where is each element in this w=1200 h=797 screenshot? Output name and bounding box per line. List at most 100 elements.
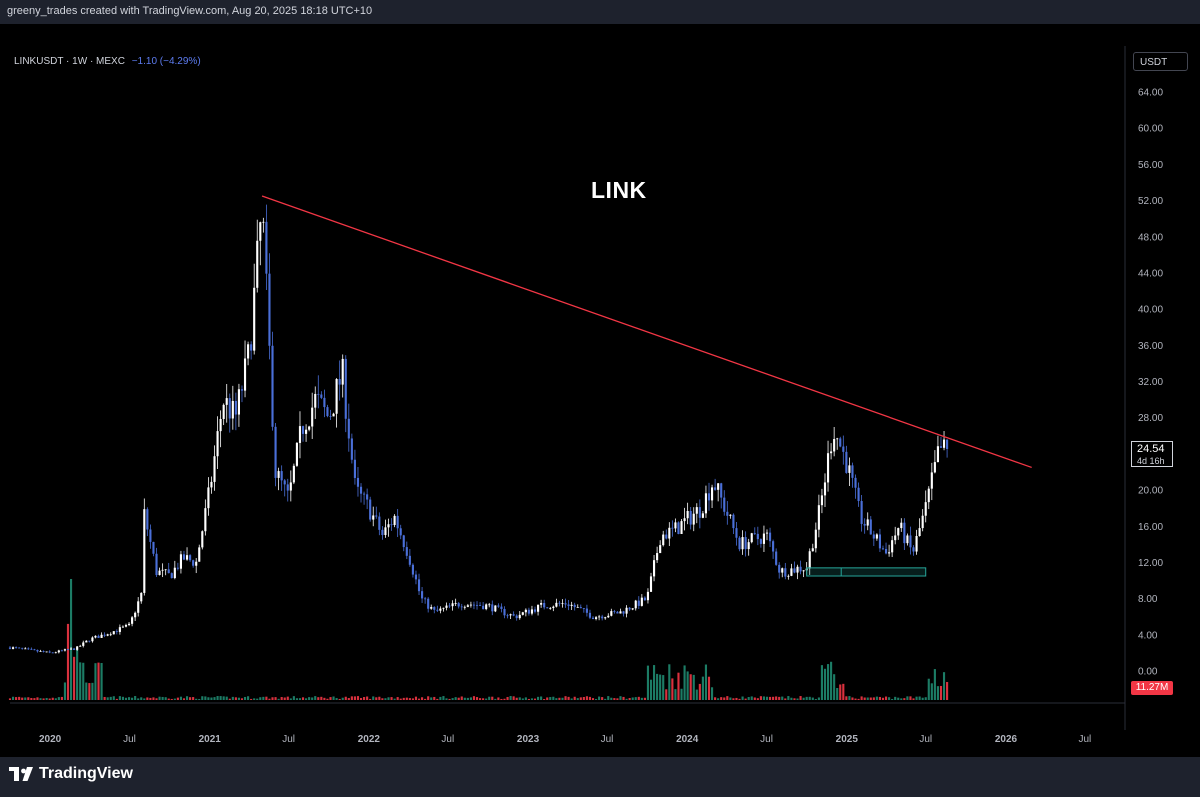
candle-body bbox=[524, 609, 527, 613]
candle-body bbox=[714, 487, 717, 490]
y-tick-label: 32.00 bbox=[1138, 377, 1163, 388]
candle-body bbox=[512, 614, 515, 616]
candle-body bbox=[115, 631, 118, 632]
candle-body bbox=[747, 542, 750, 550]
volume-bar bbox=[869, 697, 872, 700]
candle-body bbox=[433, 607, 436, 610]
top-bar: greeny_trades created with TradingView.c… bbox=[0, 0, 1200, 24]
volume-bar bbox=[631, 697, 634, 700]
candle-body bbox=[851, 465, 854, 478]
candle-body bbox=[176, 567, 179, 569]
tradingview-logo[interactable]: TradingView bbox=[9, 765, 133, 783]
candle-body bbox=[698, 507, 701, 518]
volume-bar bbox=[677, 672, 680, 700]
candle-body bbox=[445, 605, 448, 608]
x-tick-label: Jul bbox=[441, 734, 454, 745]
currency-selector[interactable]: USDT bbox=[1133, 52, 1188, 71]
volume-bar bbox=[762, 696, 766, 700]
candle-body bbox=[744, 537, 747, 550]
volume-bar bbox=[271, 697, 274, 700]
candle-body bbox=[479, 605, 482, 606]
candle-body bbox=[881, 548, 885, 550]
candle-body bbox=[424, 598, 427, 600]
volume-bar bbox=[323, 697, 326, 700]
candle-body bbox=[213, 456, 216, 482]
volume-bar bbox=[393, 698, 396, 700]
candle-body bbox=[76, 646, 79, 650]
candle-body bbox=[439, 608, 442, 611]
x-tick-label: 2026 bbox=[995, 734, 1018, 745]
volume-bar bbox=[335, 698, 338, 700]
candle-body bbox=[338, 379, 341, 385]
volume-bar bbox=[274, 697, 277, 700]
volume-bar bbox=[36, 697, 39, 700]
volume-bar bbox=[54, 698, 57, 700]
candle-body bbox=[701, 513, 704, 518]
volume-bar bbox=[79, 662, 82, 700]
volume-bar bbox=[329, 697, 332, 700]
volume-bar bbox=[42, 698, 45, 700]
volume-bar bbox=[286, 696, 289, 700]
volume-bar bbox=[320, 696, 323, 700]
candle-body bbox=[796, 566, 799, 573]
candle-body bbox=[353, 459, 356, 478]
x-tick-label: 2021 bbox=[199, 734, 222, 745]
volume-bar bbox=[927, 678, 930, 700]
candle-body bbox=[546, 607, 549, 609]
candle-body bbox=[741, 537, 744, 550]
candle-body bbox=[411, 564, 414, 575]
volume-bar bbox=[500, 698, 503, 700]
volume-bar bbox=[265, 696, 268, 700]
candle-body bbox=[140, 592, 143, 602]
volume-bar bbox=[836, 687, 839, 700]
volume-bar bbox=[598, 696, 601, 700]
candle-body bbox=[500, 606, 503, 609]
candle-body bbox=[799, 566, 802, 572]
symbol-legend[interactable]: LINKUSDT · 1W · MEXC −1.10 (−4.29%) bbox=[14, 56, 201, 67]
volume-bar bbox=[149, 697, 152, 700]
candle-body bbox=[628, 607, 631, 610]
volume-bar bbox=[350, 696, 353, 700]
volume-bar bbox=[247, 696, 250, 700]
candle-body bbox=[878, 534, 882, 549]
candle-body bbox=[399, 528, 402, 536]
volume-bar bbox=[668, 664, 671, 700]
volume-bar bbox=[216, 696, 219, 700]
candle-body bbox=[521, 612, 524, 615]
candle-body bbox=[778, 564, 781, 573]
volume-bar bbox=[311, 697, 314, 700]
candle-body bbox=[729, 514, 732, 516]
volume-bar bbox=[805, 696, 808, 700]
candle-body bbox=[909, 535, 912, 548]
candle-body bbox=[646, 591, 650, 601]
candle-body bbox=[649, 576, 653, 592]
y-tick-label: 44.00 bbox=[1138, 268, 1163, 279]
volume-bar bbox=[430, 697, 433, 700]
candle-body bbox=[372, 515, 375, 520]
candle-body bbox=[582, 608, 585, 609]
candle-body bbox=[610, 611, 613, 616]
candle-body bbox=[918, 528, 921, 536]
candle-body bbox=[161, 569, 164, 571]
candle-body bbox=[707, 493, 711, 501]
candle-body bbox=[106, 634, 109, 636]
volume-bar bbox=[707, 676, 711, 700]
volume-bar bbox=[308, 697, 311, 700]
volume-bar bbox=[533, 698, 537, 700]
candle-body bbox=[170, 573, 173, 579]
candle-body bbox=[613, 611, 616, 612]
candle-body bbox=[738, 537, 741, 550]
candle-body bbox=[421, 591, 424, 599]
volume-bar bbox=[710, 687, 714, 700]
candle-body bbox=[292, 465, 295, 483]
volume-bar bbox=[424, 698, 427, 700]
candle-body bbox=[45, 651, 48, 653]
volume-bar bbox=[387, 697, 390, 700]
change-label: −1.10 (−4.29%) bbox=[131, 56, 201, 67]
volume-bar bbox=[176, 697, 179, 700]
volume-bar bbox=[671, 678, 674, 700]
volume-bar bbox=[137, 698, 140, 700]
candle-body bbox=[946, 439, 949, 449]
candle-body bbox=[469, 604, 472, 606]
